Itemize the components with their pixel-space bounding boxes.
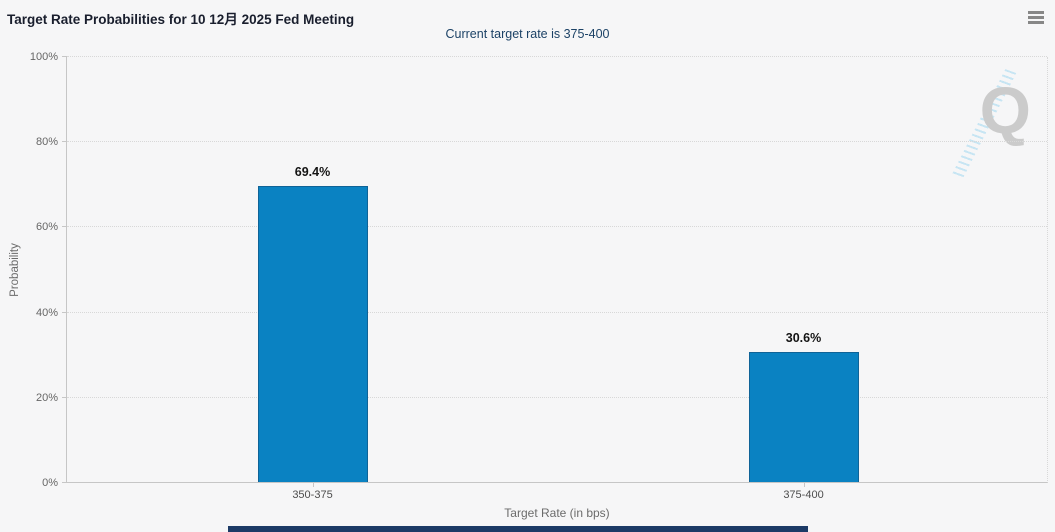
x-axis-title: Target Rate (in bps) <box>504 506 610 520</box>
y-tick-mark <box>62 56 67 57</box>
y-gridline <box>67 141 1047 143</box>
y-tick-label: 100% <box>29 51 58 63</box>
bar-value-label: 69.4% <box>294 165 331 180</box>
y-tick-label: 0% <box>42 477 58 489</box>
y-tick-mark <box>62 482 67 483</box>
y-axis-title: Probability <box>9 243 21 297</box>
y-tick-label: 60% <box>35 221 58 234</box>
y-gridline <box>67 226 1047 228</box>
menu-bar <box>1028 11 1044 14</box>
y-tick-mark <box>62 226 67 228</box>
y-tick-mark <box>62 396 67 398</box>
hamburger-menu-icon[interactable] <box>1028 11 1044 26</box>
x-tick-label: 350-375 <box>292 489 333 501</box>
menu-bar <box>1028 16 1044 19</box>
y-tick-label: 40% <box>35 306 58 319</box>
y-tick-label: 20% <box>35 391 58 404</box>
y-gridline <box>67 311 1047 313</box>
bar-value-label: 30.6% <box>785 330 822 345</box>
quikstrike-watermark: Q <box>951 65 1031 185</box>
x-tick-mark <box>803 482 805 487</box>
y-tick-label: 80% <box>35 136 58 149</box>
probability-bar[interactable] <box>257 186 368 482</box>
y-tick-mark <box>62 141 67 143</box>
y-tick-mark <box>62 311 67 313</box>
plot-area: Q 0% 20% 40% 60% 80% 100% 69.4% 350-375 30.6% 375… <box>30 51 1048 501</box>
x-tick-label: 375-400 <box>783 489 824 501</box>
y-gridline <box>67 396 1047 398</box>
x-tick-mark <box>312 482 314 487</box>
menu-bar <box>1028 21 1044 24</box>
horizontal-scrollbar-thumb[interactable] <box>228 526 808 532</box>
chart-subtitle: Current target rate is 375-400 <box>445 27 610 41</box>
probability-bar[interactable] <box>748 351 859 482</box>
q-logo: Q <box>979 73 1031 147</box>
chart-title: Target Rate Probabilities for 10 12月 202… <box>7 12 355 27</box>
y-gridline <box>67 56 1047 57</box>
